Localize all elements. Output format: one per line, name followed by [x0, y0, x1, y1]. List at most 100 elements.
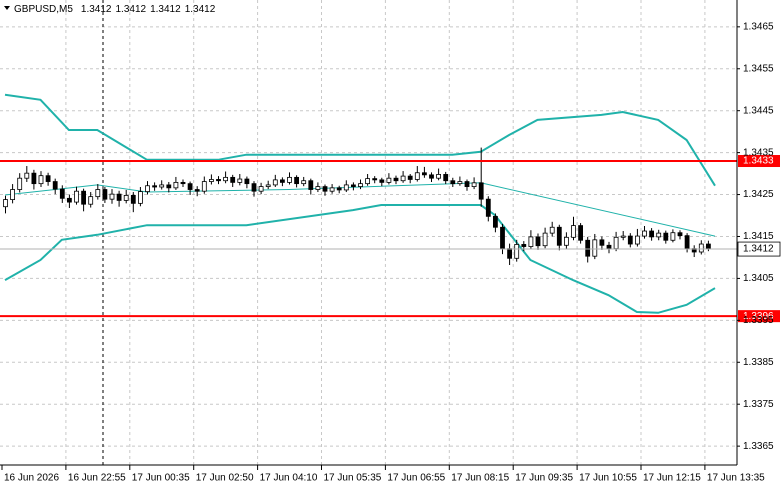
candle-body: [613, 236, 619, 250]
candle-body: [656, 232, 662, 238]
candle-body: [414, 172, 420, 180]
candle-body: [287, 176, 292, 183]
candle-body: [677, 232, 683, 237]
header-value: 1.3412: [150, 4, 181, 15]
candle-body: [478, 182, 484, 200]
candle-body: [130, 194, 136, 204]
candle-body: [230, 176, 236, 183]
candle-body: [698, 243, 704, 253]
header-triangle: [4, 6, 10, 10]
candle-body: [265, 184, 271, 187]
candle-body: [52, 181, 58, 190]
candle-body: [343, 184, 349, 191]
y-tick-label: 1.3365: [743, 441, 774, 452]
candle-body: [166, 184, 172, 189]
bid-label: 1.3412: [743, 244, 774, 255]
candle-body: [301, 180, 307, 185]
candle-body: [556, 226, 562, 246]
y-tick-label: 1.3425: [743, 189, 774, 200]
candle-body: [528, 236, 534, 247]
y-tick-label: 1.3465: [743, 21, 774, 32]
x-tick-label: 17 Jun 08:15: [451, 473, 509, 484]
y-tick-label: 1.3385: [743, 357, 774, 368]
candle-body: [237, 178, 243, 183]
x-tick-label: 17 Jun 02:50: [196, 473, 254, 484]
candle-body: [386, 177, 392, 183]
y-tick-label: 1.3375: [743, 399, 774, 410]
candle-body: [272, 179, 278, 186]
candle-body: [421, 172, 427, 176]
candles: [3, 147, 711, 265]
candle-body: [706, 243, 711, 250]
level-label: 1.3433: [743, 156, 774, 167]
candle-body: [3, 199, 8, 208]
candle-body: [329, 187, 335, 192]
candle-body: [67, 197, 72, 203]
level-label-box: [738, 155, 780, 168]
band-line: [4, 182, 716, 237]
candle-body: [464, 181, 470, 187]
candle-body: [123, 194, 129, 201]
y-tick-label: 1.3395: [743, 315, 774, 326]
candle-body: [208, 179, 214, 182]
candle-body: [88, 196, 94, 205]
axes: 1.3365 1.3375 1.3385 1.3395 1.3405 1.3415 1.34…: [1, 21, 774, 484]
candle-body: [258, 186, 264, 192]
candle-body: [38, 175, 44, 185]
candle-body: [223, 176, 229, 182]
candle-body: [194, 189, 200, 192]
candle-body: [514, 244, 520, 259]
candle-body: [350, 184, 356, 187]
candle-body: [507, 248, 513, 259]
candle-body: [500, 226, 505, 250]
candle-body: [485, 198, 491, 217]
candle-body: [429, 174, 434, 179]
candle-body: [372, 178, 378, 181]
symbol: GBPUSD,M5: [14, 4, 73, 15]
candle-body: [492, 215, 498, 228]
candle-body: [443, 174, 449, 182]
candle-body: [95, 189, 101, 198]
candle-body: [180, 181, 186, 185]
candle-body: [10, 189, 16, 200]
level-label-box: [738, 310, 780, 323]
candle-body: [571, 225, 576, 238]
candle-body: [81, 190, 86, 205]
candle-body: [606, 244, 612, 250]
candle-body: [365, 178, 371, 185]
y-tick-label: 1.3455: [743, 63, 774, 74]
x-tick-label: 17 Jun 09:35: [515, 473, 573, 484]
y-tick-label: 1.3435: [743, 147, 774, 158]
candle-body: [407, 175, 413, 180]
grid: [0, 0, 737, 465]
candle-body: [201, 181, 207, 192]
candle-body: [59, 188, 65, 199]
candle-body: [308, 180, 314, 190]
candle-body: [45, 175, 51, 182]
y-tick-label: 1.3405: [743, 273, 774, 284]
candle-body: [74, 190, 79, 203]
x-tick-label: 16 Jun 22:55: [68, 473, 126, 484]
candle-body: [358, 183, 363, 187]
header-value: 1.3412: [185, 4, 216, 15]
candle-body: [116, 193, 122, 201]
candle-body: [393, 177, 399, 182]
level-label: 1.3396: [743, 311, 774, 322]
candle-body: [450, 180, 456, 185]
candle-body: [521, 244, 527, 247]
x-tick-label: 17 Jun 10:55: [579, 473, 637, 484]
candle-body: [152, 185, 158, 188]
candle-body: [436, 174, 442, 179]
candle-body: [642, 230, 647, 237]
candle-body: [457, 181, 463, 185]
candle-body: [216, 179, 221, 182]
x-tick-label: 17 Jun 04:10: [260, 473, 318, 484]
candle-body: [649, 230, 654, 238]
candle-body: [315, 186, 321, 190]
candle-body: [244, 178, 250, 185]
candle-body: [102, 189, 108, 200]
candle-body: [145, 185, 150, 193]
x-tick-label: 17 Jun 06:55: [387, 473, 445, 484]
